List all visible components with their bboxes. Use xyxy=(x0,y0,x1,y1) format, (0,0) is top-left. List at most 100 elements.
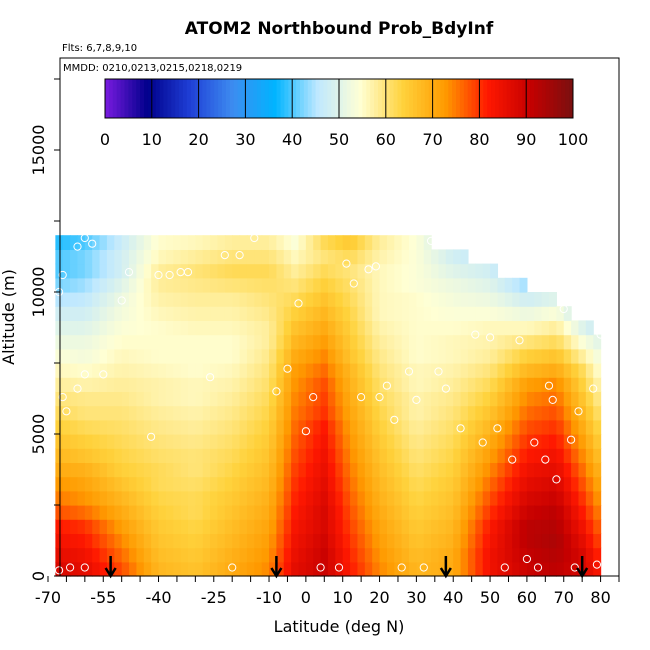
heatmap-cell xyxy=(276,377,285,392)
heatmap-cell xyxy=(254,306,263,321)
heatmap-cell xyxy=(269,320,277,336)
heatmap-cell xyxy=(298,292,307,307)
heatmap-cell xyxy=(70,434,79,449)
heatmap-cell xyxy=(99,391,108,407)
heatmap-cell xyxy=(246,505,255,520)
heatmap-cell xyxy=(364,391,373,407)
heatmap-cell xyxy=(143,277,152,293)
heatmap-cell xyxy=(578,448,587,463)
heatmap-cell xyxy=(534,476,543,492)
observation-point xyxy=(342,259,351,268)
heatmap-cell xyxy=(320,391,329,407)
heatmap-cell xyxy=(305,235,314,250)
colorbar-segment xyxy=(105,79,110,118)
heatmap-cell xyxy=(246,434,255,449)
heatmap-cell xyxy=(593,519,602,534)
heatmap-cell xyxy=(350,462,359,478)
heatmap-cell xyxy=(379,505,388,520)
heatmap-cell xyxy=(276,462,285,478)
heatmap-cell xyxy=(423,306,432,321)
heatmap-cell xyxy=(541,533,550,549)
heatmap-cell xyxy=(254,561,263,577)
heatmap-cell xyxy=(423,405,432,421)
heatmap-cell xyxy=(350,405,359,421)
heatmap-cell xyxy=(313,405,322,421)
heatmap-cell xyxy=(490,434,499,449)
heatmap-cell xyxy=(431,434,440,449)
y-axis-label: Altitude (m) xyxy=(0,269,18,365)
heatmap-cell xyxy=(291,434,300,449)
heatmap-cell xyxy=(512,448,521,463)
heatmap-cell xyxy=(571,377,580,392)
heatmap-cell xyxy=(556,519,565,534)
heatmap-cell xyxy=(70,277,79,293)
colorbar-segment xyxy=(366,79,371,118)
colorbar-segment xyxy=(237,79,242,118)
heatmap-cell xyxy=(460,476,469,492)
heatmap-cell xyxy=(84,490,93,506)
heatmap-cell xyxy=(158,277,167,293)
heatmap-cell xyxy=(261,419,270,435)
heatmap-cell xyxy=(84,334,93,350)
heatmap-cell xyxy=(350,249,359,265)
heatmap-cell xyxy=(195,363,204,378)
heatmap-cell xyxy=(556,462,565,478)
heatmap-cell xyxy=(401,448,410,463)
heatmap-cell xyxy=(593,434,602,449)
heatmap-cell xyxy=(269,547,277,563)
heatmap-cell xyxy=(409,533,417,549)
heatmap-cell xyxy=(254,377,263,392)
heatmap-cell xyxy=(423,277,432,293)
heatmap-cell xyxy=(121,505,130,520)
heatmap-cell xyxy=(519,476,528,492)
heatmap-cell xyxy=(246,419,255,435)
heatmap-cell xyxy=(394,476,403,492)
heatmap-cell xyxy=(475,561,484,577)
heatmap-cell xyxy=(394,490,403,506)
heatmap-cell xyxy=(445,448,454,463)
heatmap-cell xyxy=(409,263,417,279)
heatmap-cell xyxy=(254,320,263,336)
heatmap-cell xyxy=(261,292,270,307)
heatmap-cell xyxy=(327,235,336,250)
observation-point xyxy=(596,330,605,339)
heatmap-cell xyxy=(549,462,557,478)
heatmap-cell xyxy=(482,334,491,350)
heatmap-cell xyxy=(460,547,469,563)
heatmap-cell xyxy=(165,462,174,478)
heatmap-cell xyxy=(394,306,403,321)
heatmap-cell xyxy=(541,490,550,506)
heatmap-cell xyxy=(136,505,145,520)
heatmap-cell xyxy=(121,292,130,307)
heatmap-cell xyxy=(99,263,108,279)
heatmap-cell xyxy=(246,519,255,534)
chart-title: ATOM2 Northbound Prob_BdyInf xyxy=(185,19,494,39)
heatmap-cell xyxy=(497,505,506,520)
heatmap-cell xyxy=(350,561,359,577)
x-tick-label: -25 xyxy=(201,588,227,607)
colorbar-segment xyxy=(280,79,285,118)
x-tick-label: -40 xyxy=(145,588,171,607)
heatmap-cell xyxy=(357,320,366,336)
heatmap-cell xyxy=(313,434,322,449)
heatmap-cell xyxy=(549,419,557,435)
heatmap-cell xyxy=(327,448,336,463)
heatmap-cell xyxy=(563,391,572,407)
observation-point xyxy=(99,370,108,379)
colorbar-segment xyxy=(417,79,422,118)
heatmap-cell xyxy=(121,306,130,321)
heatmap-cell xyxy=(342,377,351,392)
heatmap-cell xyxy=(541,348,550,364)
heatmap-cell xyxy=(357,505,366,520)
heatmap-cell xyxy=(467,561,476,577)
heatmap-cell xyxy=(283,306,292,321)
observation-point xyxy=(493,424,502,433)
heatmap-cell xyxy=(129,519,138,534)
heatmap-cell xyxy=(431,306,440,321)
heatmap-cell xyxy=(409,476,417,492)
heatmap-cell xyxy=(276,334,285,350)
heatmap-cell xyxy=(217,448,226,463)
heatmap-cell xyxy=(593,533,602,549)
colorbar-segment xyxy=(378,79,383,118)
colorbar-segment xyxy=(179,79,184,118)
